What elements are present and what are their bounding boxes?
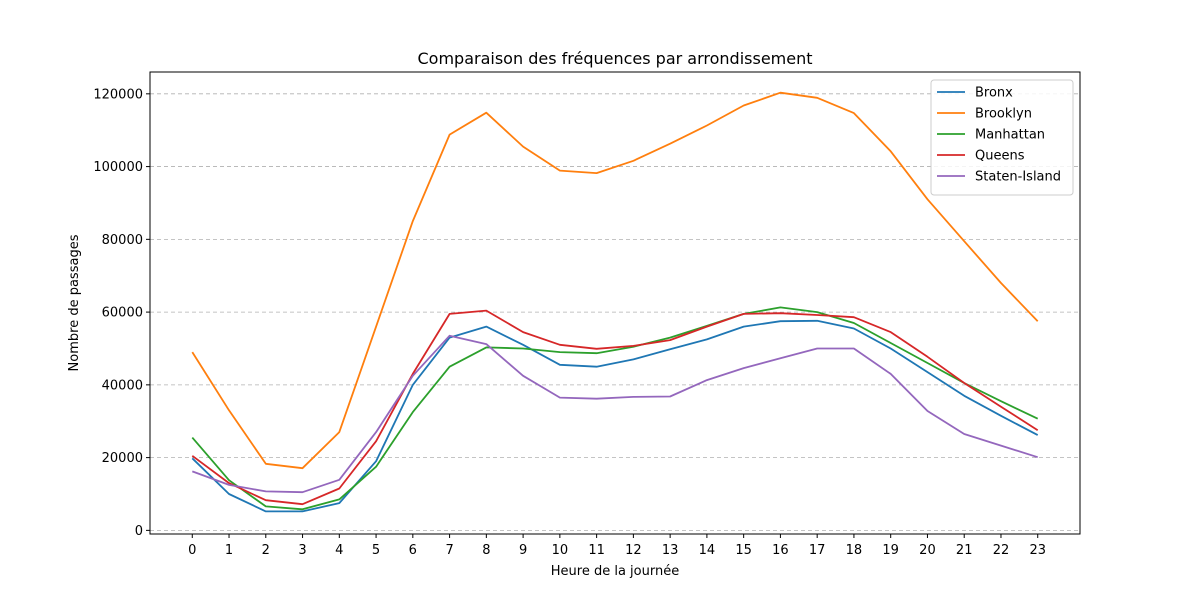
legend-box (930, 79, 1074, 196)
y-tick-label: 80000 (102, 233, 143, 248)
x-tick-label: 9 (519, 543, 527, 558)
series-line-staten-island (191, 334, 1038, 494)
chart-title: Comparaison des fréquences par arrondiss… (418, 49, 813, 68)
x-tick-label: 13 (662, 543, 679, 558)
x-tick-label: 12 (625, 543, 642, 558)
legend: Bronx Brooklyn Manhattan Queens Staten-Islan… (930, 79, 1074, 196)
series-line-brooklyn (191, 91, 1039, 470)
x-tick-label: 16 (772, 543, 789, 558)
series-lines (191, 91, 1039, 513)
x-axis: 0 1 2 3 4 5 6 7 8 9 10 11 12 13 14 15 16 17 18 19 20 21 22 23 (188, 534, 1046, 558)
x-tick-label: 14 (699, 543, 716, 558)
x-tick-label: 19 (882, 543, 899, 558)
x-axis-label: Heure de la journée (551, 564, 679, 579)
y-tick-label: 100000 (93, 160, 143, 175)
y-axis: 0 20000 40000 60000 80000 100000 120000 (93, 87, 150, 539)
x-tick-label: 10 (552, 543, 569, 558)
x-tick-label: 6 (409, 543, 417, 558)
x-tick-label: 20 (919, 543, 936, 558)
x-tick-label: 1 (225, 543, 233, 558)
x-tick-label: 8 (482, 543, 490, 558)
series-line-manhattan (191, 306, 1039, 511)
y-tick-label: 0 (135, 524, 143, 539)
x-tick-label: 23 (1029, 543, 1046, 558)
x-tick-label: 22 (993, 543, 1010, 558)
series-line-queens (191, 309, 1039, 506)
x-tick-label: 0 (188, 543, 196, 558)
legend-label-bronx: Bronx (975, 86, 1013, 101)
x-tick-label: 5 (372, 543, 380, 558)
x-tick-label: 21 (956, 543, 973, 558)
x-tick-label: 17 (809, 543, 826, 558)
x-tick-label: 7 (445, 543, 453, 558)
legend-label-queens: Queens (975, 149, 1025, 164)
x-tick-label: 18 (846, 543, 863, 558)
x-tick-label: 15 (735, 543, 752, 558)
y-tick-label: 20000 (102, 451, 143, 466)
legend-label-brooklyn: Brooklyn (975, 107, 1032, 122)
x-tick-label: 4 (335, 543, 343, 558)
x-tick-label: 2 (262, 543, 270, 558)
y-tick-label: 60000 (102, 306, 143, 321)
legend-label-manhattan: Manhattan (975, 128, 1045, 143)
y-tick-label: 120000 (93, 87, 143, 102)
x-tick-label: 11 (588, 543, 605, 558)
x-tick-label: 3 (298, 543, 306, 558)
y-axis-label: Nombre de passages (67, 234, 82, 371)
legend-label-staten-island: Staten-Island (975, 170, 1061, 185)
y-tick-label: 40000 (102, 378, 143, 393)
plot-frame (149, 71, 1081, 535)
series-line-bronx (191, 319, 1039, 513)
